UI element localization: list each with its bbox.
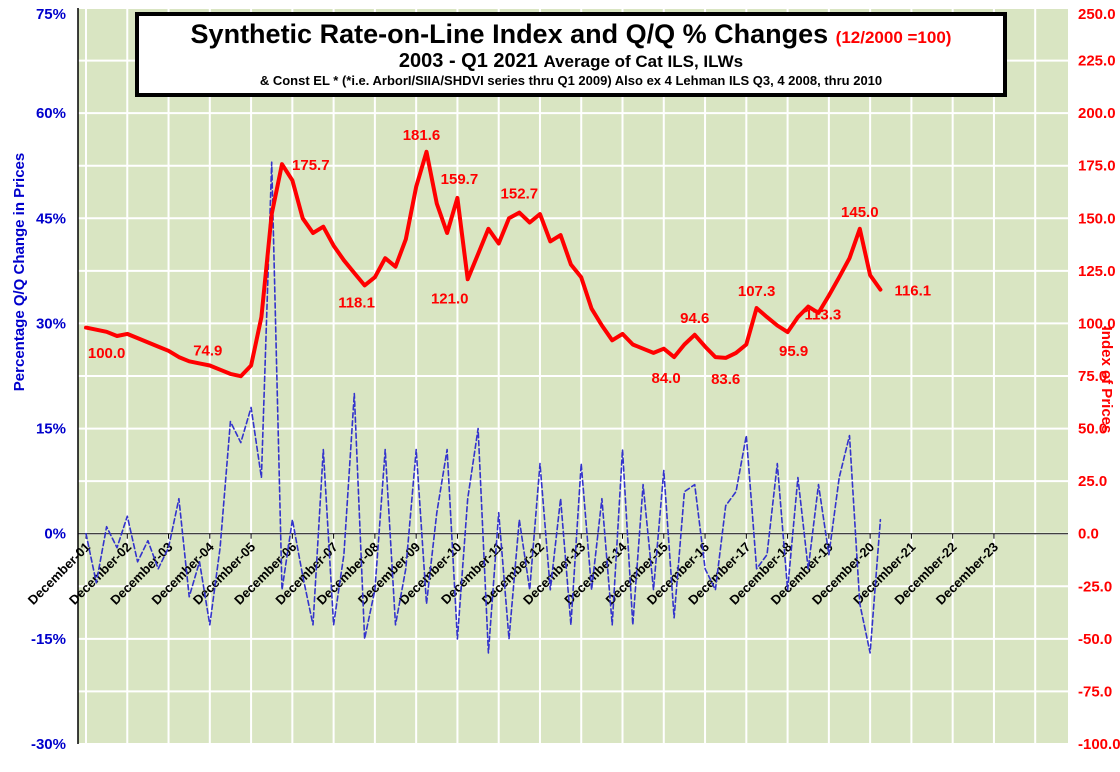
category-axis-ticks: [85, 533, 995, 539]
right-tick-label: 0.0: [1078, 526, 1099, 543]
data-label: 181.6: [403, 127, 441, 144]
index-line-series: [84, 149, 883, 379]
left-tick-label: 15%: [36, 421, 66, 438]
right-tick-label: 175.0: [1078, 158, 1116, 175]
chart-title: Synthetic Rate-on-Line Index and Q/Q % C…: [190, 19, 829, 49]
data-labels: 100.0 74.9 175.7 118.1 181.6 159.7 121.0 152.7 8…: [88, 127, 931, 388]
right-tick-label: -50.0: [1078, 631, 1112, 648]
data-label: 175.7: [292, 157, 330, 174]
data-label: 159.7: [441, 171, 479, 188]
right-tick-label: 25.0: [1078, 473, 1107, 490]
right-tick-label: 50.0: [1078, 421, 1107, 438]
right-tick-label: -25.0: [1078, 578, 1112, 595]
chart-subtitle-desc: Average of Cat ILS, ILWs: [543, 51, 744, 71]
data-label: 83.6: [711, 371, 740, 388]
right-axis-tick-labels: 250.0 225.0 200.0 175.0 150.0 125.0 100.0 75.0 5…: [1078, 6, 1120, 753]
left-axis-title: Percentage Q/Q Change in Prices: [11, 153, 28, 391]
left-tick-label: 0%: [44, 526, 66, 543]
chart-title-line: Synthetic Rate-on-Line Index and Q/Q % C…: [145, 19, 997, 50]
right-tick-label: 225.0: [1078, 53, 1116, 70]
left-tick-label: 30%: [36, 315, 66, 332]
right-axis-title: Index of Prices: [1098, 327, 1115, 434]
data-label: 107.3: [738, 283, 776, 300]
chart-subtitle-period: 2003 - Q1 2021: [398, 49, 538, 72]
data-label: 74.9: [193, 342, 222, 359]
right-tick-label: 125.0: [1078, 263, 1116, 280]
data-label: 145.0: [841, 204, 879, 221]
data-label: 121.0: [431, 290, 469, 307]
left-tick-label: 45%: [36, 210, 66, 227]
right-tick-label: 75.0: [1078, 368, 1107, 385]
data-label: 152.7: [501, 186, 539, 203]
left-tick-label: -30%: [31, 736, 66, 753]
data-label: 84.0: [651, 370, 680, 387]
chart-title-box: Synthetic Rate-on-Line Index and Q/Q % C…: [135, 12, 1007, 98]
data-label: 100.0: [88, 345, 126, 362]
data-label: 113.3: [805, 306, 842, 323]
left-tick-label: 75%: [36, 6, 66, 23]
data-label: 94.6: [680, 310, 709, 327]
chart-subtitle-line: 2003 - Q1 2021 Average of Cat ILS, ILWs: [145, 50, 997, 73]
data-label: 118.1: [338, 294, 375, 311]
data-label: 95.9: [779, 343, 808, 360]
right-tick-label: -75.0: [1078, 683, 1112, 700]
right-tick-label: 100.0: [1078, 315, 1116, 332]
left-tick-label: -15%: [31, 631, 66, 648]
qq-change-series: [85, 161, 882, 654]
chart-footnote: & Const EL * (*i.e. ArborI/SIIA/SHDVI se…: [259, 72, 883, 88]
left-tick-label: 60%: [36, 105, 66, 122]
left-axis-tick-labels: 75% 60% 45% 30% 15% 0% -15% -30%: [31, 6, 66, 753]
right-tick-label: -100.0: [1078, 736, 1120, 753]
right-tick-label: 250.0: [1078, 6, 1116, 23]
right-tick-label: 150.0: [1078, 210, 1116, 227]
data-label: 116.1: [894, 283, 931, 300]
chart-title-baseline-note: (12/2000 =100): [835, 28, 952, 47]
right-tick-label: 200.0: [1078, 105, 1116, 122]
